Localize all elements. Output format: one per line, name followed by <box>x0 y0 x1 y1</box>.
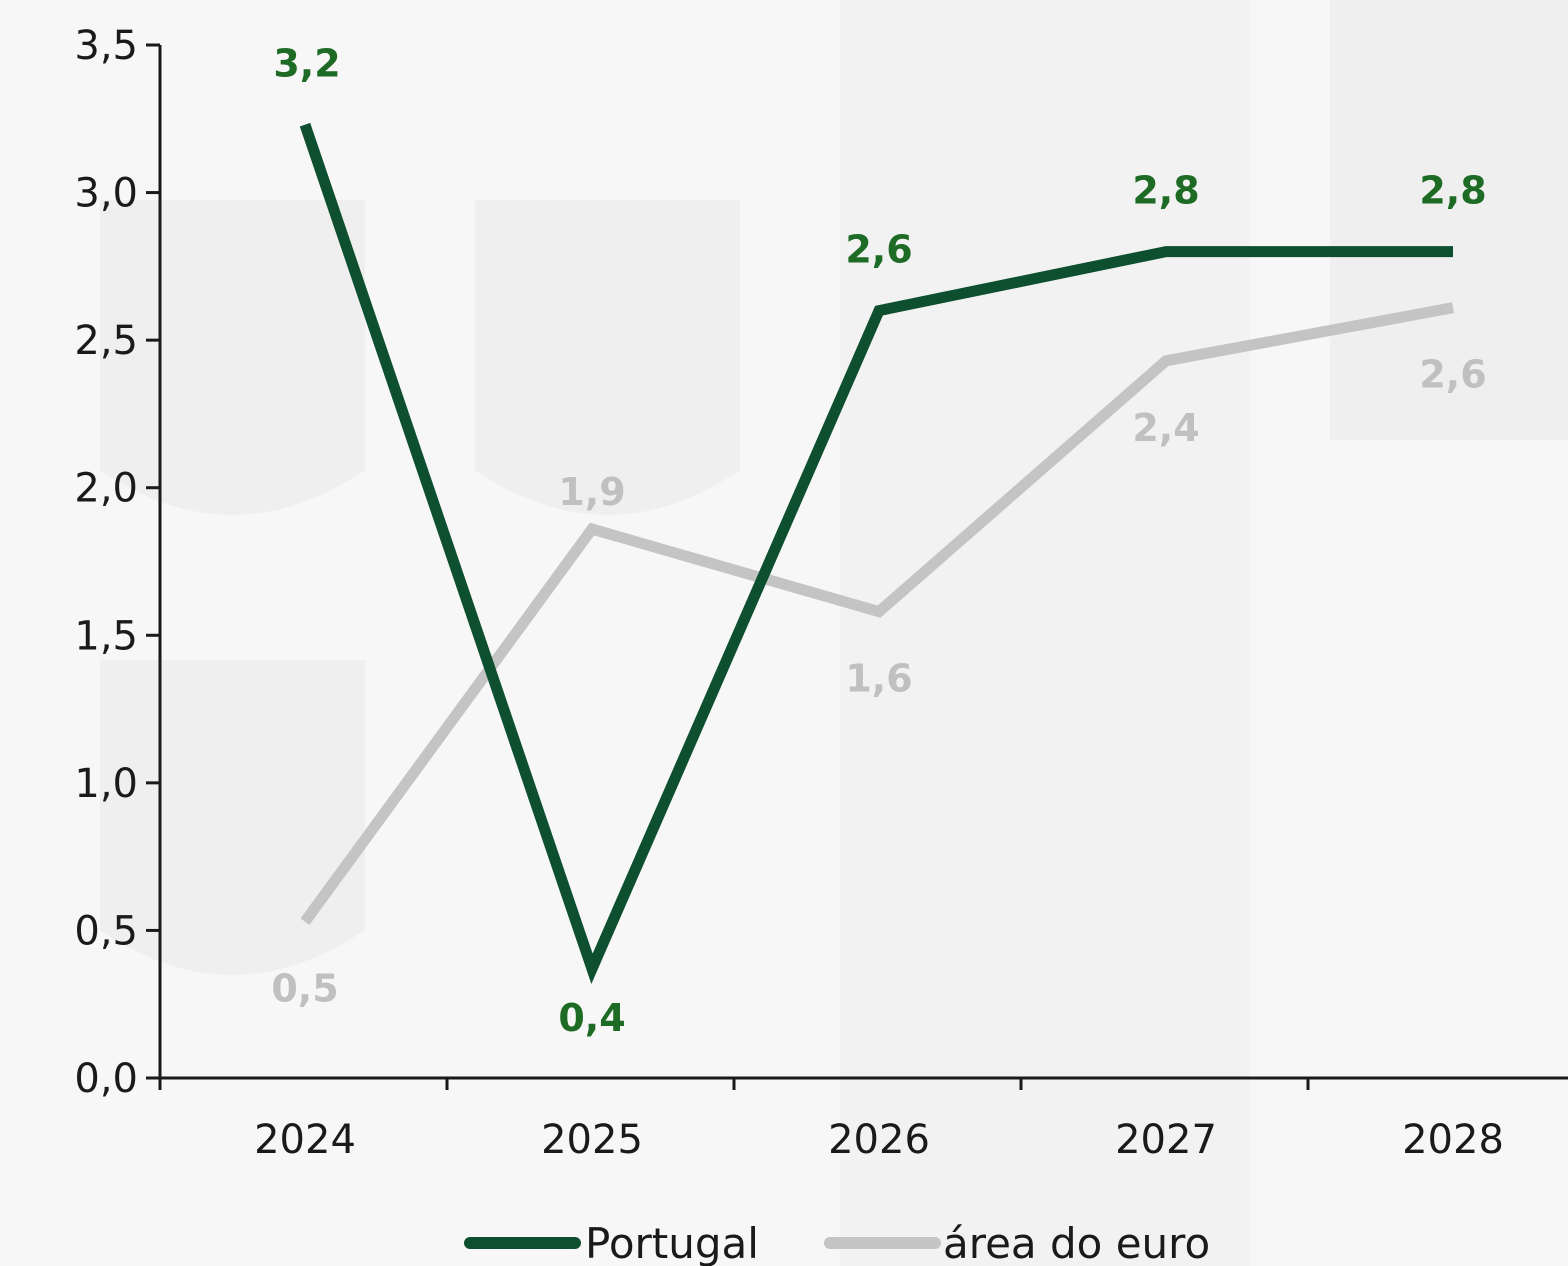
legend-label-portugal: Portugal <box>585 1219 759 1266</box>
series-line-portugal <box>299 122 1453 985</box>
watermark-shield <box>475 200 740 515</box>
series-line-area-do-euro <box>300 302 1455 925</box>
y-tick-label: 0,5 <box>74 908 138 954</box>
data-label: 2,4 <box>1132 406 1199 450</box>
data-label: 1,9 <box>558 470 625 514</box>
watermark-band <box>840 0 1250 1266</box>
y-tick-label: 0,0 <box>74 1056 138 1102</box>
watermark-shield <box>100 660 365 975</box>
watermark-shield <box>1330 0 1568 440</box>
data-label: 3,2 <box>273 42 340 86</box>
legend: Portugal área do euro <box>464 1219 1210 1266</box>
x-tick-label: 2028 <box>1402 1117 1504 1163</box>
data-label: 2,8 <box>1419 169 1486 213</box>
axes: 0,0 0,5 1,0 1,5 2,0 2,5 3,0 3,5 2024 2025 2026 2027… <box>74 23 1568 1163</box>
y-tick-label: 3,0 <box>74 171 138 217</box>
data-label: 1,6 <box>845 657 912 701</box>
data-label: 0,5 <box>271 967 338 1011</box>
x-tick-label: 2025 <box>541 1117 643 1163</box>
data-label: 2,6 <box>845 228 912 272</box>
y-tick-label: 3,5 <box>74 23 138 69</box>
y-tick-label: 2,0 <box>74 466 138 512</box>
data-label: 0,4 <box>558 996 625 1040</box>
y-tick-label: 2,5 <box>74 318 138 364</box>
watermark-shield <box>100 200 365 515</box>
series-lines <box>299 122 1455 985</box>
y-tick-label: 1,0 <box>74 761 138 807</box>
data-label: 2,6 <box>1419 353 1486 397</box>
y-tick-label: 1,5 <box>74 613 138 659</box>
legend-label-area-do-euro: área do euro <box>943 1219 1210 1266</box>
x-tick-label: 2026 <box>828 1117 930 1163</box>
x-tick-label: 2027 <box>1115 1117 1217 1163</box>
data-label: 2,8 <box>1132 169 1199 213</box>
x-tick-label: 2024 <box>254 1117 356 1163</box>
data-labels: 3,2 0,4 2,6 2,8 2,8 0,5 1,9 1,6 2,4 2,6 <box>271 42 1486 1040</box>
